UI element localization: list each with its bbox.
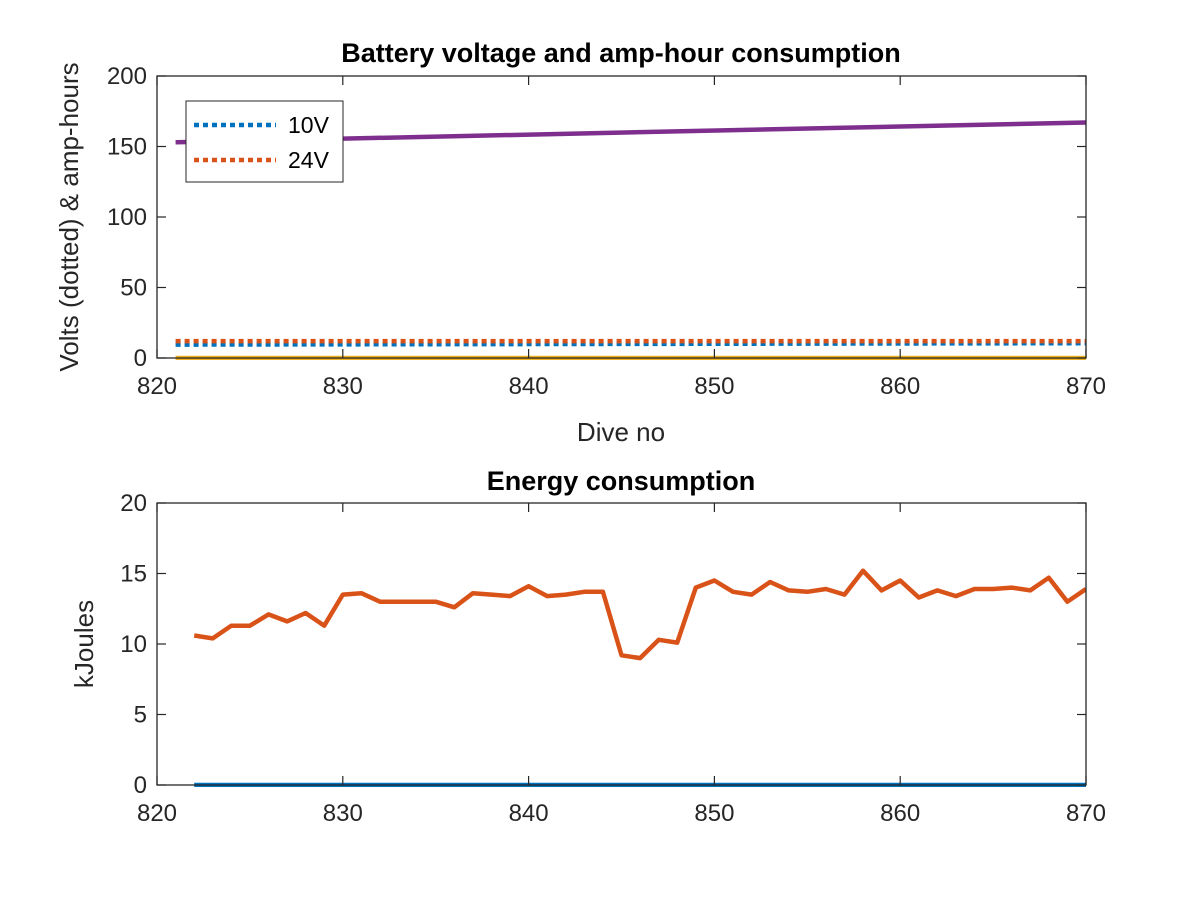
x-tick-label: 820 <box>137 800 177 827</box>
x-tick-label: 830 <box>323 373 363 400</box>
y-tick-label: 0 <box>134 772 147 799</box>
x-tick-label: 860 <box>880 800 920 827</box>
energy-chart-plot-area <box>193 568 1086 787</box>
y-tick-label: 15 <box>120 561 147 588</box>
y-tick-label: 50 <box>120 275 147 302</box>
y-tick-label: 200 <box>107 63 147 90</box>
y-tick-label: 20 <box>120 490 147 517</box>
y-tick-label: 0 <box>134 345 147 372</box>
chart0-series-10v <box>175 340 1086 347</box>
x-tick-label: 860 <box>880 373 920 400</box>
x-tick-label: 840 <box>509 800 549 827</box>
y-tick-label: 100 <box>107 204 147 231</box>
battery-chart: Battery voltage and amp-hour consumption… <box>54 38 1106 447</box>
battery-chart-x-axis-label: Dive no <box>577 417 665 447</box>
x-tick-label: 840 <box>509 373 549 400</box>
battery-chart-y-axis-label: Volts (dotted) & amp-hours <box>54 62 84 371</box>
x-tick-label: 850 <box>694 373 734 400</box>
energy-chart: Energy consumption 820 830 840 850 860 870 0 5 1… <box>69 466 1106 827</box>
battery-chart-legend: 10V 24V <box>185 100 344 183</box>
battery-chart-ticks: 820 830 840 850 860 870 0 50 100 150 200 <box>107 63 1106 400</box>
x-tick-label: 850 <box>694 800 734 827</box>
y-tick-label: 5 <box>134 702 147 729</box>
x-tick-label: 820 <box>137 373 177 400</box>
legend-label-24v: 24V <box>288 147 330 173</box>
y-tick-label: 150 <box>107 134 147 161</box>
x-tick-label: 830 <box>323 800 363 827</box>
x-tick-label: 870 <box>1066 800 1106 827</box>
battery-chart-title: Battery voltage and amp-hour consumption <box>341 38 901 68</box>
energy-chart-axes-box <box>156 502 1087 786</box>
x-tick-label: 870 <box>1066 373 1106 400</box>
energy-chart-ticks: 820 830 840 850 860 870 0 5 10 15 20 <box>120 490 1106 827</box>
energy-chart-title: Energy consumption <box>487 466 756 496</box>
legend-label-10v: 10V <box>288 112 330 138</box>
y-tick-label: 10 <box>120 631 147 658</box>
energy-chart-y-axis-label: kJoules <box>69 600 99 688</box>
chart1-series-line-0 <box>193 568 1086 661</box>
legend-box <box>185 100 344 183</box>
